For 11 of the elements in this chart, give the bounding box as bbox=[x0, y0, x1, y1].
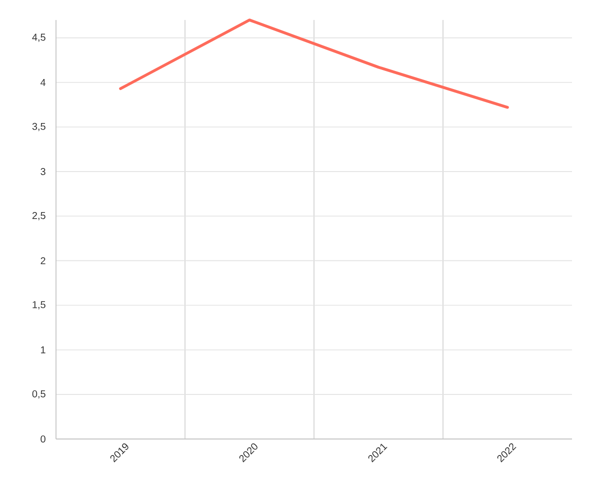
y-tick-label: 1 bbox=[41, 346, 46, 354]
y-tick-label: 2,5 bbox=[32, 212, 46, 220]
y-tick-label: 1,5 bbox=[32, 301, 46, 310]
y-tick-label: 0 bbox=[40, 435, 46, 443]
y-tick-label: 4 bbox=[40, 78, 46, 86]
y-tick-label: 3 bbox=[40, 168, 46, 176]
y-tick-label: 0,5 bbox=[32, 390, 46, 399]
y-tick-label: 2 bbox=[40, 257, 46, 264]
y-tick-label: 4,5 bbox=[32, 34, 46, 42]
y-tick-label: 3,5 bbox=[32, 122, 46, 132]
line-series bbox=[119, 18, 509, 109]
